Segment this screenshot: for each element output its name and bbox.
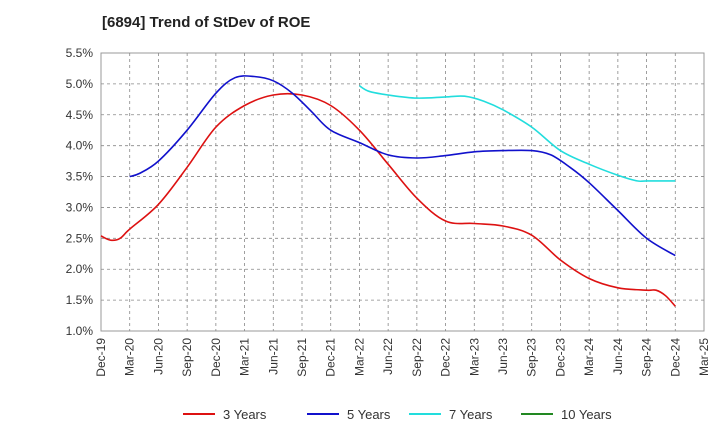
legend-label: 5 Years xyxy=(347,407,391,422)
y-tick-label: 1.5% xyxy=(66,293,94,307)
x-tick-label: Jun-20 xyxy=(151,338,165,375)
x-tick-label: Mar-25 xyxy=(697,338,711,376)
x-tick-label: Sep-24 xyxy=(640,338,654,377)
x-tick-label: Dec-20 xyxy=(209,338,223,377)
y-tick-label: 3.0% xyxy=(66,200,94,214)
y-tick-label: 4.0% xyxy=(66,139,94,153)
x-tick-label: Sep-20 xyxy=(180,338,194,377)
y-tick-label: 2.0% xyxy=(66,262,94,276)
y-tick-label: 5.0% xyxy=(66,77,94,91)
x-tick-label: Mar-22 xyxy=(352,338,366,376)
x-tick-label: Jun-22 xyxy=(381,338,395,375)
x-tick-label: Dec-21 xyxy=(324,338,338,377)
x-tick-label: Jun-24 xyxy=(611,338,625,375)
series-line-1 xyxy=(100,92,676,307)
x-tick-label: Mar-23 xyxy=(467,338,481,376)
series-line-2 xyxy=(129,75,676,257)
y-tick-label: 1.0% xyxy=(66,324,94,338)
x-tick-label: Sep-23 xyxy=(525,338,539,377)
y-tick-label: 4.5% xyxy=(66,108,94,122)
legend-layer: 3 Years 5 Years 7 Years 10 Years xyxy=(183,407,612,422)
legend-label: 3 Years xyxy=(223,407,267,422)
series-line-3 xyxy=(358,85,676,183)
x-tick-label: Mar-21 xyxy=(238,338,252,376)
x-tick-label: Jun-23 xyxy=(496,338,510,375)
legend-label: 7 Years xyxy=(449,407,493,422)
y-tick-label: 2.5% xyxy=(66,231,94,245)
series-layer xyxy=(100,75,676,307)
x-tick-label: Dec-24 xyxy=(668,338,682,377)
y-tick-label: 5.5% xyxy=(66,46,94,60)
x-tick-label: Sep-22 xyxy=(410,338,424,377)
plot-area xyxy=(100,52,705,332)
grid-layer xyxy=(100,52,705,332)
x-tick-label: Sep-21 xyxy=(295,338,309,377)
legend-label: 10 Years xyxy=(561,407,612,422)
x-tick-label: Jun-21 xyxy=(266,338,280,375)
y-tick-label: 3.5% xyxy=(66,170,94,184)
axis-layer: 1.0% 1.5% 2.0% 2.5% 3.0% 3.5% 4.0% 4.5% 5.0% 5.5%… xyxy=(66,46,711,377)
x-tick-label: Mar-20 xyxy=(123,338,137,376)
x-tick-label: Mar-24 xyxy=(582,338,596,376)
chart-title: [6894] Trend of StDev of ROE xyxy=(102,14,311,31)
x-tick-label: Dec-22 xyxy=(439,338,453,377)
x-tick-label: Dec-19 xyxy=(94,338,108,377)
x-tick-label: Dec-23 xyxy=(553,338,567,377)
